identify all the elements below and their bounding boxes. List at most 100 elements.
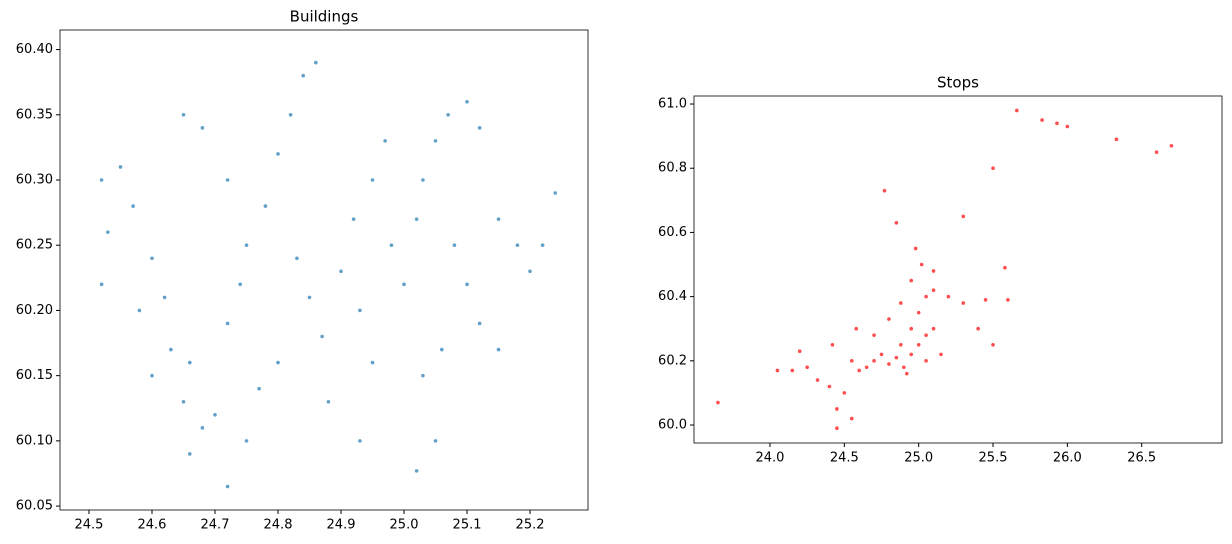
y-tick-label: 60.40 xyxy=(16,42,53,57)
point xyxy=(370,178,375,182)
y-tick-label: 60.15 xyxy=(16,368,53,383)
point xyxy=(244,439,249,443)
x-tick-label: 24.7 xyxy=(201,518,230,533)
point xyxy=(827,384,832,389)
point xyxy=(320,334,324,339)
chart-title: Stops xyxy=(937,74,979,92)
x-tick-label: 25.0 xyxy=(390,518,419,533)
x-tick-label: 24.5 xyxy=(75,518,104,533)
x-tick-label: 24.8 xyxy=(264,518,293,533)
point xyxy=(805,365,809,370)
y-tick-label: 60.05 xyxy=(16,499,53,514)
point xyxy=(244,243,249,248)
point xyxy=(1169,143,1174,148)
point xyxy=(200,126,205,130)
point xyxy=(909,278,914,283)
point xyxy=(452,243,457,248)
x-tick-label: 26.0 xyxy=(1053,451,1082,466)
point xyxy=(931,326,936,331)
point xyxy=(137,308,142,313)
point xyxy=(225,484,230,489)
point xyxy=(983,298,988,302)
point xyxy=(465,282,469,287)
y-tick-label: 60.0 xyxy=(658,418,687,433)
x-tick-label: 24.0 xyxy=(756,451,785,466)
point xyxy=(162,295,167,300)
point xyxy=(1003,265,1007,270)
point xyxy=(857,368,861,373)
point xyxy=(909,352,914,357)
point xyxy=(830,342,835,347)
point xyxy=(326,399,331,404)
y-tick-label: 60.2 xyxy=(658,353,687,368)
point xyxy=(961,214,966,219)
point xyxy=(913,246,918,251)
point xyxy=(106,230,110,234)
point xyxy=(446,112,450,117)
x-tick-label: 25.5 xyxy=(979,451,1008,466)
point xyxy=(946,294,951,299)
point xyxy=(414,217,419,221)
point xyxy=(991,342,995,347)
y-tick-label: 60.4 xyxy=(658,289,687,304)
plot-frame xyxy=(59,29,589,511)
point xyxy=(528,269,532,274)
x-tick-label: 25.2 xyxy=(516,518,545,533)
x-tick-label: 24.9 xyxy=(327,518,356,533)
point xyxy=(169,347,173,352)
point xyxy=(961,301,966,305)
point xyxy=(790,368,795,373)
point xyxy=(854,326,859,331)
x-tick-label: 24.5 xyxy=(830,451,859,466)
point xyxy=(402,282,406,287)
point xyxy=(421,178,425,182)
point xyxy=(894,355,899,360)
point xyxy=(899,301,903,305)
point xyxy=(899,342,903,347)
point xyxy=(939,352,943,357)
point xyxy=(421,373,425,378)
point xyxy=(864,365,869,370)
point xyxy=(351,217,356,221)
point xyxy=(187,360,192,365)
point xyxy=(433,439,438,443)
y-tick-label: 60.30 xyxy=(16,173,53,188)
point xyxy=(882,188,887,193)
point xyxy=(131,204,135,208)
point xyxy=(301,73,306,78)
point xyxy=(887,362,891,366)
point xyxy=(150,373,154,378)
point xyxy=(872,333,876,337)
point xyxy=(370,360,375,365)
point xyxy=(414,469,419,473)
point xyxy=(894,220,899,225)
y-tick-label: 60.20 xyxy=(16,303,53,318)
point xyxy=(118,165,123,169)
point xyxy=(924,294,928,299)
x-tick-label: 25.1 xyxy=(453,518,482,533)
point xyxy=(879,352,884,357)
point xyxy=(389,243,394,248)
point xyxy=(276,360,280,365)
point xyxy=(187,452,192,456)
point xyxy=(815,378,820,382)
point xyxy=(716,400,720,405)
point xyxy=(225,321,230,326)
point xyxy=(1040,118,1044,122)
point xyxy=(1154,150,1159,154)
point xyxy=(1006,298,1010,302)
x-tick-label: 26.5 xyxy=(1127,451,1156,466)
point xyxy=(358,439,362,443)
y-tick-label: 60.35 xyxy=(16,107,53,122)
point xyxy=(1015,108,1019,113)
point xyxy=(1055,121,1059,126)
point xyxy=(181,399,186,404)
plot-frame xyxy=(693,95,1223,444)
y-tick-label: 60.10 xyxy=(16,433,53,448)
point xyxy=(540,243,545,248)
point xyxy=(257,386,261,391)
point xyxy=(924,359,928,363)
point xyxy=(288,112,293,117)
point xyxy=(1114,137,1119,142)
